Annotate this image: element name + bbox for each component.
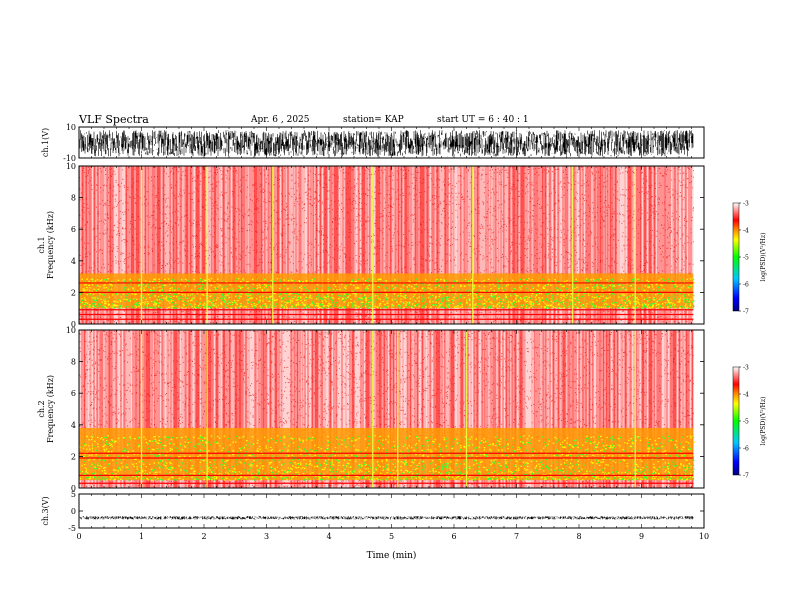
- colorbar-label: log(PSD)(V²/Hz): [760, 397, 767, 446]
- y-axis-label: ch.2: [37, 400, 46, 417]
- y-tick-label: 10: [66, 162, 76, 171]
- x-axis-label: Time (min): [367, 550, 417, 561]
- panel-frame: [78, 126, 705, 159]
- x-tick-label: 2: [201, 532, 206, 541]
- y-axis-label: ch.1: [37, 236, 46, 253]
- band-orange: [79, 427, 694, 481]
- band-yellow: [79, 435, 695, 481]
- colorbar-tick-label: -6: [743, 446, 749, 453]
- y-tick-label: 10: [66, 326, 76, 335]
- y-tick-label: 0: [71, 484, 76, 493]
- x-tick-label: 8: [576, 532, 581, 541]
- x-tick-label: 0: [76, 532, 81, 541]
- colorbar-scale: [732, 366, 740, 476]
- x-tick-label: 3: [264, 532, 269, 541]
- y-tick-label: 0: [71, 320, 76, 329]
- y-tick-label: 6: [71, 389, 76, 398]
- colorbar-tick-label: -3: [743, 201, 749, 208]
- y-axis-label: Frequency (kHz): [46, 211, 55, 279]
- y-tick-label: 0: [71, 507, 76, 516]
- colorbar-tick-label: -7: [743, 309, 749, 316]
- y-axis-label: ch.3(V): [41, 496, 50, 525]
- waveform-trace: [79, 130, 694, 157]
- x-tick-label: 1: [139, 532, 144, 541]
- panel-frame: [78, 329, 705, 489]
- colorbar-tick-label: -4: [743, 392, 749, 399]
- y-tick-label: 2: [71, 452, 76, 461]
- y-tick-label: 2: [71, 288, 76, 297]
- colorbar-tick-label: -3: [743, 365, 749, 372]
- y-tick-label: 8: [71, 194, 76, 203]
- y-tick-label: -10: [63, 154, 76, 163]
- y-axis-label: Frequency (kHz): [46, 375, 55, 443]
- colorbar-label: log(PSD)(V²/Hz): [760, 233, 767, 282]
- colorbar-tick-label: -6: [743, 282, 749, 289]
- waveform-trace: [79, 516, 694, 520]
- x-tick-label: 7: [514, 532, 519, 541]
- panel-frame: [78, 493, 705, 529]
- colorbar-scale: [732, 202, 740, 312]
- y-tick-label: 4: [71, 421, 76, 430]
- colorbar-tick-label: -5: [743, 419, 749, 426]
- ch2-spectrogram-panel: 0 2 4 6 8 10 ch.2 Frequency (kHz): [37, 326, 705, 493]
- x-tick-label: 10: [699, 532, 709, 541]
- ch1-colorbar: -3 -4 -5 -6 -7 log(PSD)(V²/Hz): [732, 201, 767, 316]
- spectrogram-streaks-pink: [79, 166, 686, 324]
- y-tick-label: 5: [71, 490, 76, 499]
- x-tick-label: 9: [639, 532, 644, 541]
- colorbar-tick-label: -5: [743, 255, 749, 262]
- ch1-waveform-panel: 10 -10 ch.1(V): [41, 123, 705, 163]
- y-tick-label: -5: [68, 524, 76, 533]
- y-tick-label: 8: [71, 358, 76, 367]
- header-start-time: start UT = 6 : 40 : 1: [437, 115, 529, 125]
- x-tick-label: 4: [326, 532, 331, 541]
- x-tick-label: 5: [389, 532, 394, 541]
- y-tick-label: 10: [66, 123, 76, 132]
- chart-title: VLF Spectra: [79, 113, 149, 126]
- colorbar-tick-label: -7: [743, 473, 749, 480]
- colorbar-tick-label: -4: [743, 228, 749, 235]
- y-axis-label: ch.1(V): [41, 128, 50, 157]
- y-tick-label: 6: [71, 225, 76, 234]
- panel-frame: [78, 165, 705, 325]
- ch1-spectrogram-panel: 0 2 4 6 8 10 ch.1 Frequency (kHz): [37, 162, 705, 329]
- ch2-colorbar: -3 -4 -5 -6 -7 log(PSD)(V²/Hz): [732, 365, 767, 480]
- y-tick-label: 4: [71, 257, 76, 266]
- x-tick-label: 6: [451, 532, 456, 541]
- header-date: Apr. 6 , 2025: [251, 115, 310, 125]
- header-station: station= KAP: [343, 115, 404, 125]
